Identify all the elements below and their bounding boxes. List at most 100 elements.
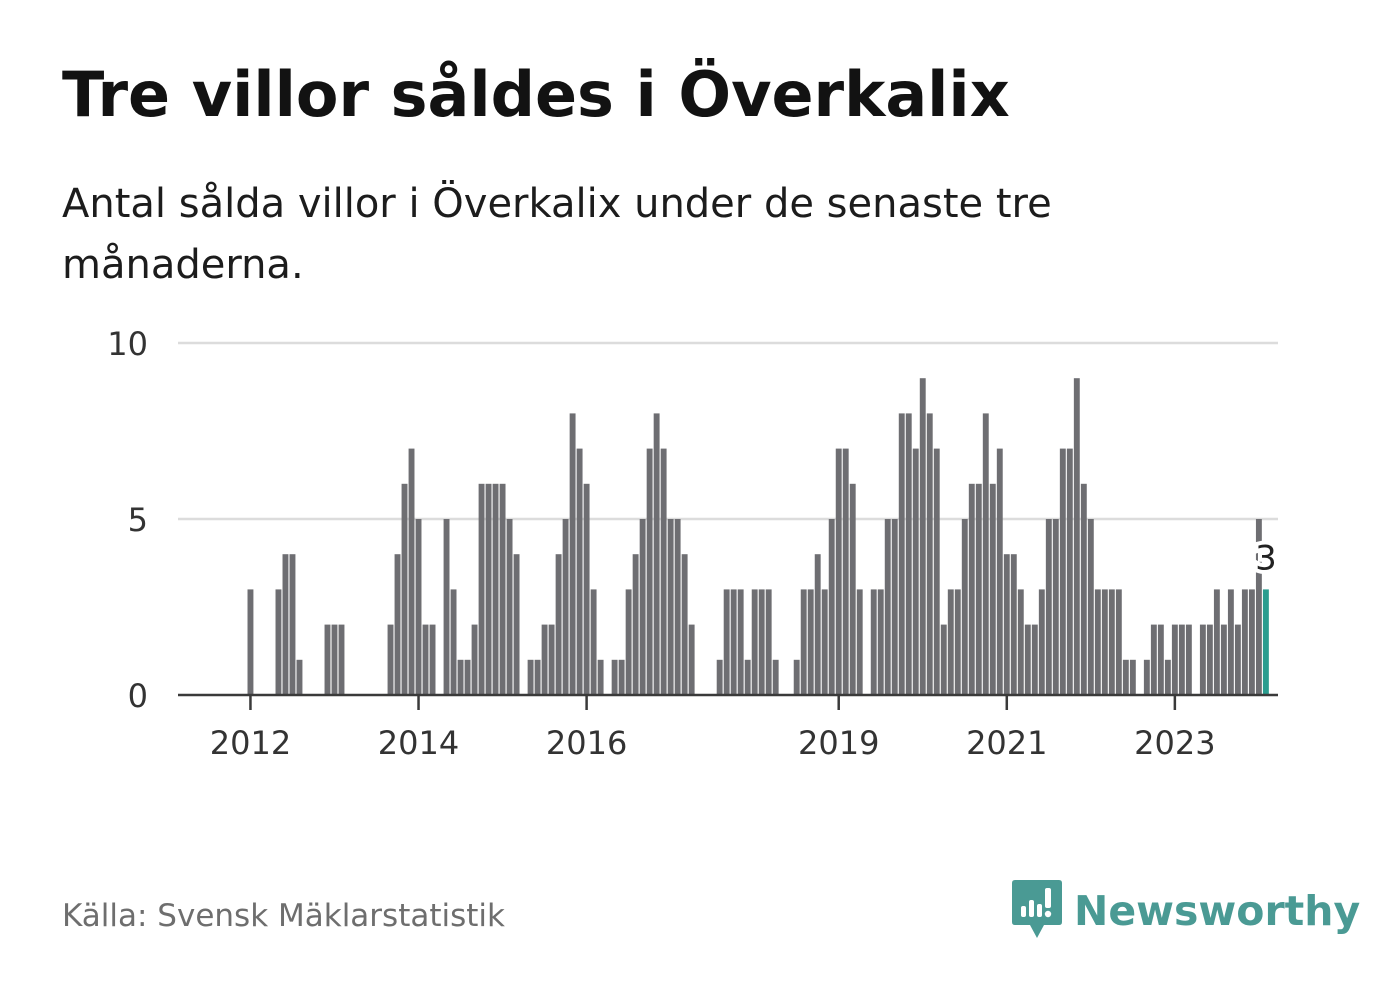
- bar: [646, 448, 653, 695]
- bar: [681, 554, 688, 695]
- bar: [1024, 624, 1031, 695]
- bar: [968, 483, 975, 695]
- bar: [730, 589, 737, 695]
- bar: [401, 483, 408, 695]
- bar: [1171, 624, 1178, 695]
- y-tick-label: 5: [128, 501, 148, 539]
- bar: [338, 624, 345, 695]
- brand-logo[interactable]: Newsworthy: [1012, 880, 1360, 942]
- bar: [275, 589, 282, 695]
- bar: [982, 413, 989, 695]
- bar: [1003, 554, 1010, 695]
- bar: [625, 589, 632, 695]
- bar: [513, 554, 520, 695]
- bar: [1045, 519, 1052, 695]
- bar: [443, 519, 450, 695]
- bar: [856, 589, 863, 695]
- y-tick-label: 10: [107, 325, 148, 363]
- chart-title: Tre villor såldes i Överkalix: [62, 58, 1010, 131]
- bar: [1052, 519, 1059, 695]
- bar: [1255, 519, 1262, 695]
- bar: [814, 554, 821, 695]
- bar: [947, 589, 954, 695]
- bar: [289, 554, 296, 695]
- bar: [1066, 448, 1073, 695]
- bar: [954, 589, 961, 695]
- axes: [178, 693, 1278, 710]
- bar: [611, 659, 618, 695]
- bar: [1199, 624, 1206, 695]
- bar: [429, 624, 436, 695]
- bar: [751, 589, 758, 695]
- chart-subtitle: Antal sålda villor i Överkalix under de …: [62, 181, 1052, 288]
- bar: [744, 659, 751, 695]
- bar: [618, 659, 625, 695]
- bar: [849, 483, 856, 695]
- bar: [1122, 659, 1129, 695]
- bar: [247, 589, 254, 695]
- bar: [1150, 624, 1157, 695]
- bar: [583, 483, 590, 695]
- bar: [394, 554, 401, 695]
- bar: [898, 413, 905, 695]
- bar: [1143, 659, 1150, 695]
- bar: [772, 659, 779, 695]
- bar: [387, 624, 394, 695]
- bar: [499, 483, 506, 695]
- bar: [940, 624, 947, 695]
- bar: [492, 483, 499, 695]
- bar: [1094, 589, 1101, 695]
- bar: [1227, 589, 1234, 695]
- bar: [716, 659, 723, 695]
- bar: [1206, 624, 1213, 695]
- bar: [1010, 554, 1017, 695]
- bar: [905, 413, 912, 695]
- bar: [1073, 378, 1080, 695]
- bar: [842, 448, 849, 695]
- bar: [933, 448, 940, 695]
- gridlines: [178, 341, 1278, 521]
- bar: [1157, 624, 1164, 695]
- x-tick-label: 2023: [1134, 724, 1215, 762]
- bar-highlight: [1262, 589, 1269, 695]
- bar-chart: 0 5 10 3 2012 2014 2016 2019 2021 2023: [107, 325, 1280, 762]
- bar: [737, 589, 744, 695]
- bar: [576, 448, 583, 695]
- bar: [926, 413, 933, 695]
- bar: [961, 519, 968, 695]
- bar: [653, 413, 660, 695]
- newsworthy-logo-icon: [1012, 880, 1062, 938]
- bar: [758, 589, 765, 695]
- bar: [828, 519, 835, 695]
- bar: [555, 554, 562, 695]
- axis-labels: 0 5 10 3 2012 2014 2016 2019 2021 2023: [107, 325, 1280, 762]
- bar: [548, 624, 555, 695]
- x-tick-label: 2016: [546, 724, 627, 762]
- highlight-value-label: 3: [1255, 538, 1277, 578]
- bar: [597, 659, 604, 695]
- bar: [569, 413, 576, 695]
- x-tick-label: 2019: [798, 724, 879, 762]
- bar: [723, 589, 730, 695]
- bar: [478, 483, 485, 695]
- bar: [1017, 589, 1024, 695]
- bar: [891, 519, 898, 695]
- bar: [1115, 589, 1122, 695]
- bar: [1080, 483, 1087, 695]
- bar: [632, 554, 639, 695]
- bar: [688, 624, 695, 695]
- bar: [765, 589, 772, 695]
- bar: [975, 483, 982, 695]
- bar: [408, 448, 415, 695]
- bar: [877, 589, 884, 695]
- bar: [527, 659, 534, 695]
- bar: [331, 624, 338, 695]
- bar: [821, 589, 828, 695]
- bar: [989, 483, 996, 695]
- bar: [1087, 519, 1094, 695]
- bar: [919, 378, 926, 695]
- bar: [1164, 659, 1171, 695]
- bar: [870, 589, 877, 695]
- bar: [1241, 589, 1248, 695]
- bar: [471, 624, 478, 695]
